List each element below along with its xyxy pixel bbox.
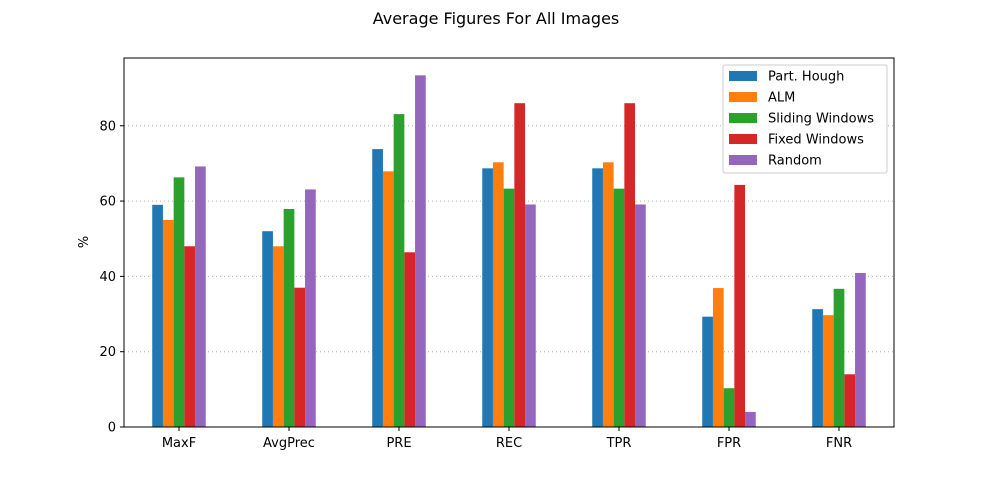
legend-box bbox=[722, 64, 888, 174]
bar bbox=[745, 411, 756, 427]
x-tick-label: REC bbox=[496, 436, 522, 451]
x-tick-label: FNR bbox=[826, 436, 852, 451]
x-tick-label: PRE bbox=[386, 436, 411, 451]
bar bbox=[152, 204, 163, 427]
bar bbox=[855, 272, 866, 427]
legend-label: Fixed Windows bbox=[768, 133, 864, 148]
bar bbox=[382, 171, 394, 427]
bar bbox=[404, 252, 416, 427]
bar bbox=[492, 162, 504, 427]
y-tick-label: 60 bbox=[99, 195, 116, 210]
bar bbox=[305, 189, 316, 427]
x-tick-label: TPR bbox=[606, 436, 632, 451]
bar bbox=[393, 114, 405, 427]
bar bbox=[184, 246, 196, 427]
bar bbox=[833, 288, 845, 427]
y-axis-label: % bbox=[77, 236, 92, 248]
y-tick-label: 80 bbox=[99, 119, 116, 134]
bars bbox=[152, 75, 866, 428]
bar bbox=[173, 177, 185, 427]
bar bbox=[195, 166, 206, 428]
legend-swatch bbox=[729, 155, 757, 165]
bar bbox=[624, 103, 636, 428]
bar bbox=[613, 188, 625, 427]
bar bbox=[812, 309, 823, 427]
chart-title: Average Figures For All Images bbox=[373, 9, 620, 28]
bar bbox=[262, 231, 273, 427]
bar bbox=[372, 149, 383, 427]
bar bbox=[635, 204, 646, 427]
x-tick-label: AvgPrec bbox=[263, 436, 315, 451]
legend-label: Random bbox=[768, 154, 822, 169]
legend-swatch bbox=[729, 92, 757, 102]
x-tick-label: FPR bbox=[717, 436, 741, 451]
bar bbox=[272, 246, 284, 427]
legend-swatch bbox=[729, 71, 757, 81]
x-axis: MaxF AvgPrec PRE REC TPR FPR FNR bbox=[162, 427, 852, 451]
legend-label: Part. Hough bbox=[768, 70, 844, 85]
legend-swatch bbox=[729, 113, 757, 123]
bar bbox=[415, 75, 426, 428]
bar bbox=[822, 315, 834, 427]
y-tick-label: 0 bbox=[108, 421, 116, 436]
bar bbox=[162, 219, 174, 427]
bar bbox=[294, 287, 306, 427]
bar bbox=[503, 188, 515, 427]
legend: Part. Hough ALM Sliding Windows Fixed Windo… bbox=[722, 64, 888, 174]
bar bbox=[702, 316, 713, 427]
bar bbox=[514, 103, 526, 428]
bar bbox=[844, 374, 856, 427]
y-tick-label: 40 bbox=[99, 270, 116, 285]
bar bbox=[525, 204, 536, 427]
bar bbox=[712, 288, 724, 427]
bar bbox=[283, 208, 295, 427]
legend-label: ALM bbox=[768, 91, 795, 106]
legend-swatch bbox=[729, 134, 757, 144]
bar bbox=[592, 168, 603, 427]
bar bbox=[723, 388, 735, 427]
x-tick-label: MaxF bbox=[162, 436, 196, 451]
bar bbox=[734, 184, 746, 427]
legend-label: Sliding Windows bbox=[768, 112, 874, 127]
bar bbox=[602, 162, 614, 427]
y-tick-label: 20 bbox=[99, 345, 116, 360]
y-axis: 0 20 40 60 80 bbox=[99, 119, 124, 436]
bar bbox=[482, 168, 493, 427]
